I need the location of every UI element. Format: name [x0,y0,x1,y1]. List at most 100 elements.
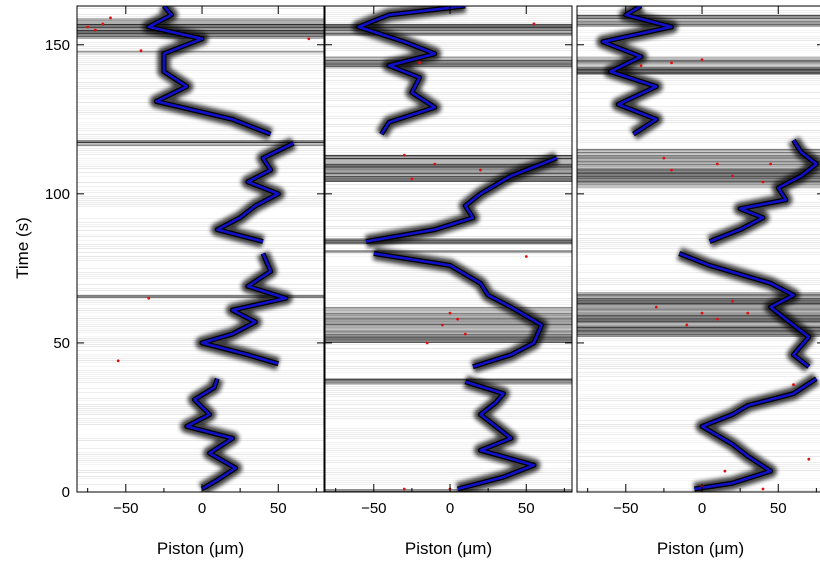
trace-line [185,378,237,491]
y-tick-label: 100 [45,186,70,203]
y-tick-label: 0 [62,484,70,501]
outlier-point [86,25,90,29]
outlier-point [746,311,750,315]
dark-band [577,149,820,188]
outlier-point [116,359,120,363]
trace-segment [372,247,548,373]
panel-frame [576,5,820,493]
panel-background [577,6,820,492]
outlier-point [418,61,421,65]
panel-frame [76,5,325,493]
outlier-point [307,37,311,41]
trace-segment [455,375,541,492]
outlier-point [441,323,444,327]
x-tick-label: 0 [198,500,206,517]
outlier-point [761,487,765,491]
panel-frame [324,5,573,493]
outlier-point [700,311,704,315]
panel-2: −50 0 50 Piston (μm) [324,5,573,558]
y-axis-title: Time (s) [13,217,32,279]
outlier-point [524,255,528,258]
outlier-point [761,180,765,184]
trace-line [373,252,543,369]
dark-band [577,56,820,75]
trace-segment [596,6,678,140]
x-tick-label: −50 [361,500,386,517]
outlier-point [463,332,467,336]
outlier-point [715,317,719,321]
outlier-point [402,487,406,491]
dark-band [77,140,324,146]
x-tick-label: 50 [518,500,535,517]
x-tick-label: 50 [770,500,787,517]
x-tick-label: 0 [698,500,706,517]
outlier-point [139,49,143,53]
trace-line [147,6,272,136]
dark-band [325,250,572,254]
x-axis-title: Piston (μm) [157,539,244,558]
trace-line [200,252,288,366]
outlier-point [479,168,482,172]
panel-3: −50 0 50 Piston (μm) [576,5,820,558]
dark-band [577,292,820,337]
trace-segment [195,250,293,371]
trace-line [357,6,466,135]
trace-segment [707,136,820,248]
dark-band [325,238,572,245]
dark-band [325,155,572,182]
panel-background [325,6,572,492]
x-tick-label: −50 [113,500,138,517]
dark-band [325,56,572,69]
trace-line [694,377,818,491]
x-tick-label: 50 [270,500,287,517]
outlier-point [792,383,795,387]
outlier-point [807,457,811,461]
x-axis-title: Piston (μm) [657,539,744,558]
dark-band [77,295,324,298]
outlier-point [685,323,689,327]
trace-line [457,380,536,491]
trace-segment [180,376,243,492]
outlier-point [769,162,772,166]
outlier-point [402,153,406,157]
outlier-point [654,305,658,309]
outlier-point [532,22,536,26]
x-axis-title: Piston (μm) [405,539,492,558]
outlier-point [639,64,643,67]
dark-band [577,14,820,27]
outlier-point [715,162,719,166]
outlier-point [93,28,97,32]
trace-line [365,156,558,243]
outlier-point [731,174,734,178]
trace-line [216,142,295,243]
outlier-point [147,296,151,300]
dark-band [325,489,572,492]
y-tick-label: 50 [53,335,70,352]
outlier-point [101,22,105,26]
outlier-point [723,469,727,473]
outlier-point [448,311,452,315]
outlier-point [731,299,734,303]
trace-segment [142,6,273,141]
trace-segment [693,373,820,492]
x-tick-label: −50 [613,500,638,517]
outlier-point [425,341,429,345]
outlier-point [670,61,673,65]
dark-band [325,378,572,385]
outlier-point [433,162,437,166]
trace-line [678,252,811,368]
outlier-point [670,168,673,172]
y-tick-label: 150 [45,37,70,54]
outlier-point [662,156,666,160]
trace-segment [352,6,467,138]
x-tick-label: 0 [446,500,454,517]
trace-segment [676,247,816,372]
panels: −50 0 50 Piston (μm) −50 0 50 Piston (μm) −50 0 50… [76,5,820,558]
outlier-point [700,58,704,62]
trace-segment [210,137,297,248]
trace-line [709,139,818,243]
outlier-point [410,177,414,181]
trace-line [601,6,673,136]
dark-band [325,23,572,36]
